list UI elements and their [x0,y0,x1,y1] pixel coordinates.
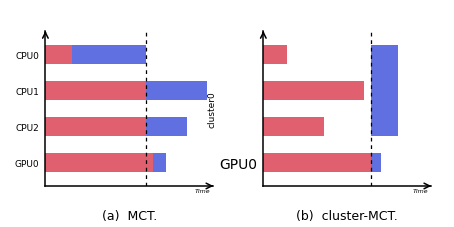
Bar [146,82,207,100]
Bar [263,82,364,100]
Text: Time: Time [412,189,428,194]
Text: (b)  cluster-MCT.: (b) cluster-MCT. [296,210,398,222]
Bar [45,46,72,64]
Bar [263,153,371,172]
Text: Time: Time [194,189,210,194]
Bar [45,82,146,100]
Bar [153,153,166,172]
Bar [263,46,287,64]
Bar [371,46,398,136]
Bar [371,153,381,172]
Bar [146,118,187,136]
Bar [72,46,146,64]
Bar [45,118,146,136]
Text: (a)  MCT.: (a) MCT. [102,210,157,222]
Bar [45,153,153,172]
Bar [263,118,324,136]
Y-axis label: cluster0: cluster0 [207,91,216,127]
